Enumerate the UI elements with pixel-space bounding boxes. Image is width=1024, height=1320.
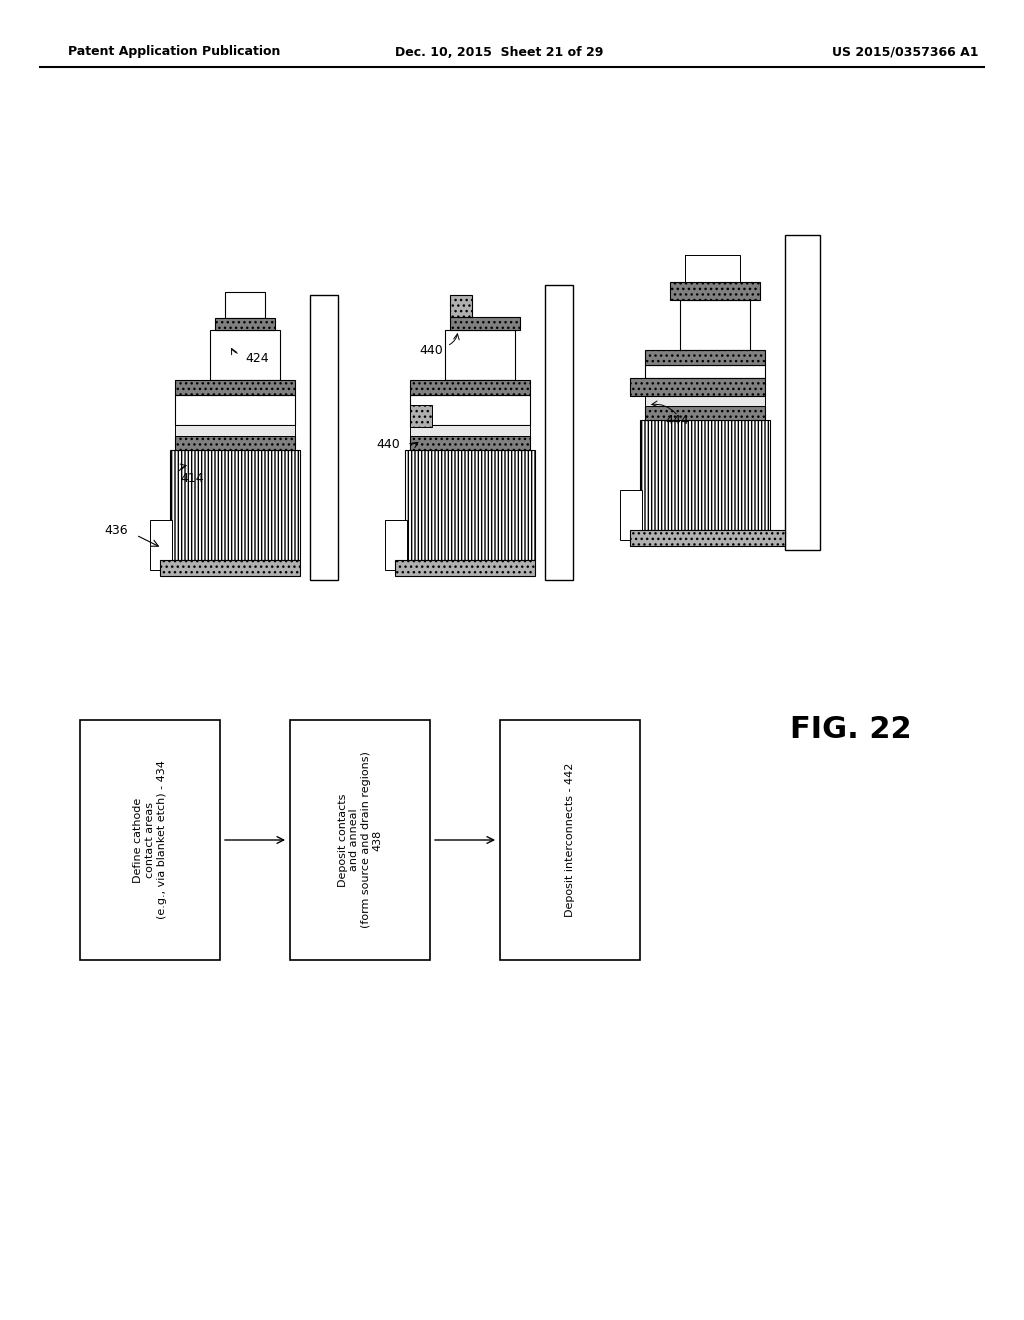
Bar [630, 531, 785, 546]
Text: 440: 440 [376, 438, 400, 451]
Text: 414: 414 [180, 471, 204, 484]
Text: Deposit interconnects - 442: Deposit interconnects - 442 [565, 763, 575, 917]
Bar [645, 366, 765, 378]
Bar [640, 420, 770, 531]
Text: Deposit contacts
and anneal
(form source and drain regions)
438: Deposit contacts and anneal (form source… [338, 751, 382, 928]
Text: Patent Application Publication: Patent Application Publication [68, 45, 281, 58]
Text: 436: 436 [104, 524, 128, 536]
Text: Dec. 10, 2015  Sheet 21 of 29: Dec. 10, 2015 Sheet 21 of 29 [395, 45, 603, 58]
Bar [685, 255, 740, 282]
Bar [620, 490, 642, 540]
Bar [680, 300, 750, 350]
Bar [310, 294, 338, 579]
Bar [80, 719, 220, 960]
Bar [385, 520, 407, 570]
Text: US 2015/0357366 A1: US 2015/0357366 A1 [831, 45, 978, 58]
Bar [210, 330, 280, 380]
Bar [175, 380, 295, 395]
Bar [645, 407, 765, 420]
Bar [225, 292, 265, 318]
Text: FIG. 22: FIG. 22 [790, 715, 911, 744]
Bar [410, 395, 530, 425]
Bar [395, 560, 535, 576]
Bar [500, 719, 640, 960]
Bar [410, 380, 530, 395]
Bar [175, 425, 295, 436]
Bar [410, 425, 530, 436]
Text: 440: 440 [419, 343, 443, 356]
Bar [150, 520, 172, 570]
Bar [670, 282, 760, 300]
Text: 424: 424 [245, 351, 268, 364]
Bar [175, 436, 295, 450]
Bar [445, 330, 515, 380]
Bar [685, 255, 740, 282]
Bar [645, 395, 765, 407]
Bar [215, 318, 275, 330]
Bar [160, 560, 300, 576]
Bar [175, 395, 295, 425]
Bar [290, 719, 430, 960]
Bar [645, 350, 765, 366]
Bar [545, 285, 573, 579]
Bar [406, 450, 535, 560]
Bar [630, 378, 765, 396]
Bar [785, 235, 820, 550]
Bar [450, 317, 520, 330]
Text: Define cathode
contact areas
(e.g., via blanket etch) - 434: Define cathode contact areas (e.g., via … [133, 760, 167, 920]
Bar [450, 294, 472, 317]
Bar [410, 436, 530, 450]
Text: 444: 444 [665, 413, 688, 426]
Bar [170, 450, 300, 560]
Bar [410, 405, 432, 426]
